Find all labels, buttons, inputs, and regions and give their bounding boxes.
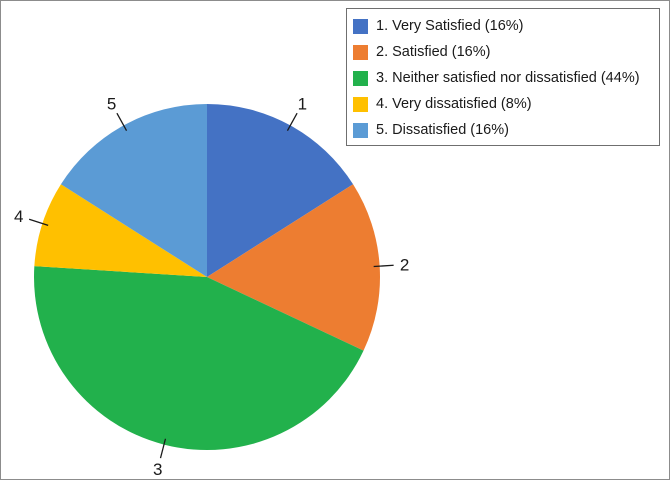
legend-item-2: 2. Satisfied (16%) <box>353 39 659 65</box>
pie-slices <box>34 103 380 450</box>
legend-item-1: 1. Very Satisfied (16%) <box>353 13 659 39</box>
legend-swatch <box>353 96 368 112</box>
chart-legend: 1. Very Satisfied (16%) 2. Satisfied (16… <box>346 8 660 146</box>
leader-line-1 <box>286 112 298 131</box>
legend-swatch <box>353 18 368 34</box>
legend-item-5: 5. Dissatisfied (16%) <box>353 117 659 143</box>
pie-slice-4 <box>34 184 208 277</box>
legend-item-3: 3. Neither satisfied nor dissatisfied (4… <box>353 65 659 91</box>
legend-label: 4. Very dissatisfied (8%) <box>376 96 532 112</box>
slice-label-4: 4 <box>14 207 23 226</box>
pie-slice-5 <box>60 103 207 277</box>
slice-label-3: 3 <box>153 460 162 479</box>
leader-line-3 <box>159 438 167 459</box>
leader-line-2 <box>373 264 394 268</box>
legend-label: 2. Satisfied (16%) <box>376 44 491 60</box>
leader-line-5 <box>116 112 128 131</box>
slice-label-1: 1 <box>298 94 307 113</box>
legend-swatch <box>353 122 368 138</box>
legend-label: 5. Dissatisfied (16%) <box>376 122 509 138</box>
pie-slice-3 <box>34 266 364 450</box>
pie-slice-2 <box>207 184 380 351</box>
legend-label: 1. Very Satisfied (16%) <box>376 18 524 34</box>
slice-label-2: 2 <box>400 256 409 275</box>
legend-swatch <box>353 70 368 86</box>
legend-item-4: 4. Very dissatisfied (8%) <box>353 91 659 117</box>
legend-swatch <box>353 44 368 60</box>
slice-label-5: 5 <box>107 94 116 113</box>
leader-line-4 <box>28 218 49 227</box>
pie-slice-1 <box>207 104 354 277</box>
legend-label: 3. Neither satisfied nor dissatisfied (4… <box>376 70 640 86</box>
slice-labels: 1 2 3 4 5 <box>14 94 409 478</box>
